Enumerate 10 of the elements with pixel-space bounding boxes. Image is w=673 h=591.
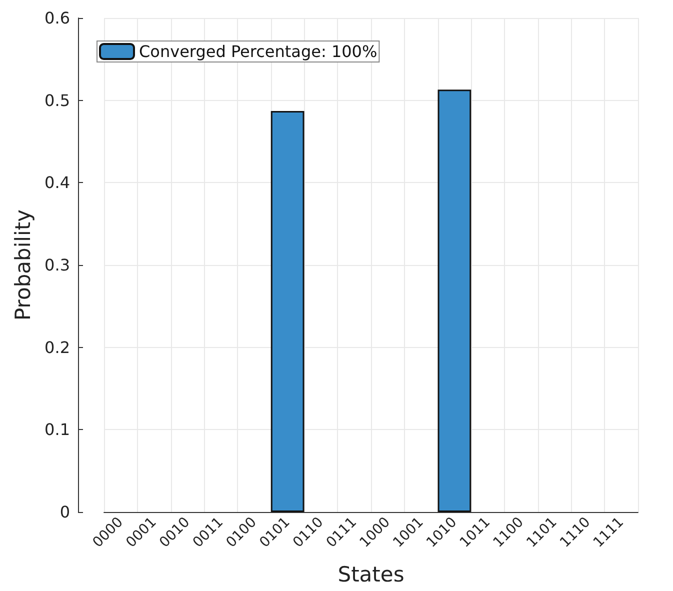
y-tick-label: 0 — [60, 502, 70, 522]
y-tick-label: 0.5 — [44, 90, 70, 110]
y-tick-label: 0.3 — [44, 256, 70, 274]
y-tick-label: 0.2 — [44, 338, 70, 357]
x-axis-title: States — [338, 562, 404, 586]
y-tick-label: 0.6 — [44, 8, 70, 28]
legend-label: Converged Percentage: 100% — [139, 42, 378, 61]
y-tick-label: 0.4 — [44, 173, 70, 192]
y-axis-title: Probability — [11, 209, 36, 321]
y-tick-label: 0.1 — [44, 420, 70, 440]
